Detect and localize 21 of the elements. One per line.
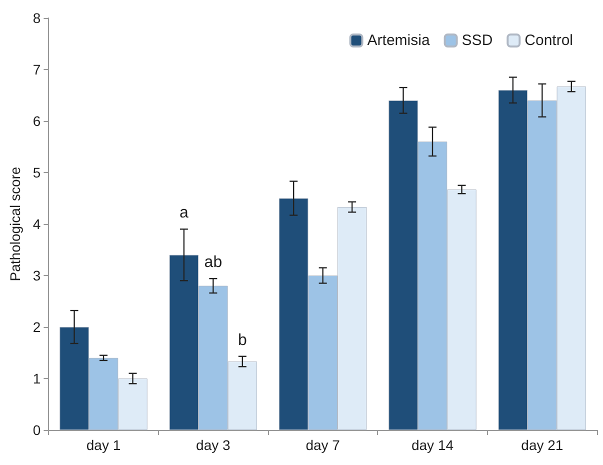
y-tick-label: 1 (32, 370, 41, 386)
x-tick-label: day 1 (86, 437, 121, 453)
y-tick-label: 3 (32, 268, 41, 284)
y-tick-label: 2 (32, 319, 41, 335)
legend-label: SSD (462, 32, 493, 49)
y-axis-title: Pathological score (7, 166, 23, 282)
annotation: b (238, 332, 247, 349)
legend-label: Control (524, 32, 574, 49)
y-tick-label: 6 (32, 113, 41, 129)
y-tick-label: 5 (32, 164, 41, 180)
y-tick-label: 7 (32, 62, 41, 78)
y-tick-label: 8 (32, 10, 41, 26)
x-tick-label: day 21 (521, 437, 564, 453)
annotation: ab (204, 254, 222, 272)
annotation: a (179, 204, 188, 222)
x-tick-label: day 7 (306, 437, 340, 453)
x-tick-label: day 14 (411, 437, 454, 453)
y-tick-label: 0 (32, 422, 41, 438)
x-tick-label: day 3 (196, 437, 231, 453)
legend-label: Artemisia (367, 32, 430, 49)
y-tick-label: 4 (32, 216, 41, 232)
